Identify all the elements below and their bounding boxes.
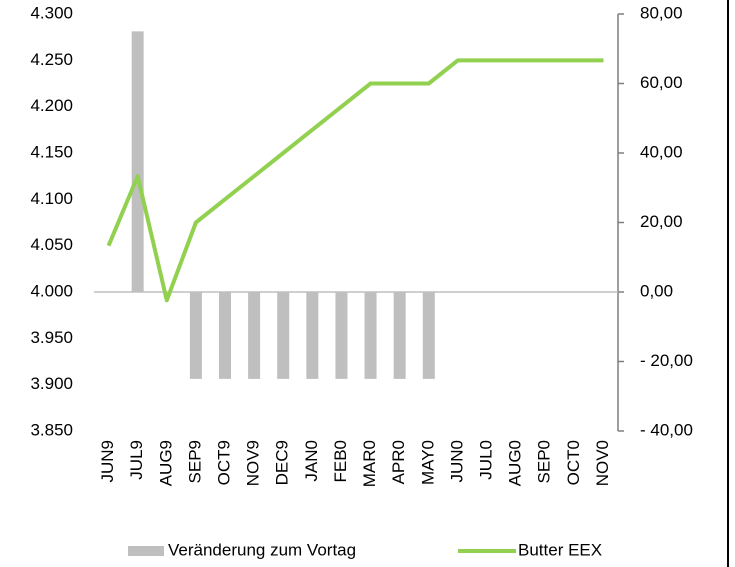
line — [106, 58, 604, 303]
y-tick-label: 4.150 — [30, 142, 73, 161]
x-tick-label: MAR0 — [360, 440, 379, 487]
bar — [277, 292, 290, 379]
y-tick-label: 3.950 — [30, 328, 73, 347]
bar — [335, 292, 348, 379]
x-tick-label: JUL0 — [476, 440, 495, 480]
y-tick-label: 3.900 — [30, 374, 73, 393]
x-tick-label: AUG0 — [506, 440, 525, 486]
x-tick-label: OCT0 — [564, 440, 583, 485]
y-tick-label: 4.300 — [30, 3, 73, 22]
bar — [219, 292, 231, 379]
x-tick-label: FEB0 — [331, 440, 350, 483]
x-tick-label: DEC9 — [273, 440, 292, 485]
x-tick-label: OCT9 — [214, 440, 233, 485]
y2-tick-label: 80,00 — [640, 3, 683, 22]
x-tick-label: NOV9 — [244, 440, 263, 486]
y2-tick-label: 40,00 — [640, 142, 683, 161]
x-tick-label: APR0 — [389, 440, 408, 484]
bar — [189, 292, 202, 379]
x-tick-label: SEP9 — [185, 440, 204, 483]
bar — [393, 292, 406, 379]
x-tick-label: JUN9 — [98, 440, 117, 483]
y-tick-label: 4.200 — [30, 96, 73, 115]
x-tick-label: AUG9 — [156, 440, 175, 486]
x-tick-label: JUN0 — [447, 440, 466, 483]
legend-label: Butter EEX — [518, 540, 602, 559]
y-tick-label: 4.250 — [30, 50, 73, 69]
x-tick-label: MAY0 — [418, 440, 437, 485]
x-tick-label: NOV0 — [593, 440, 612, 486]
bar — [422, 292, 435, 379]
y2-tick-label: - 40,00 — [640, 420, 693, 439]
x-tick-label: JUL9 — [127, 440, 146, 480]
x-tick-label: JAN0 — [302, 440, 321, 482]
y2-tick-label: 60,00 — [640, 73, 683, 92]
bar — [306, 292, 319, 379]
bar — [131, 31, 144, 292]
y2-tick-label: 0,00 — [640, 281, 673, 300]
bar — [364, 292, 377, 379]
legend-label: Veränderung zum Vortag — [168, 540, 356, 559]
y-tick-label: 4.000 — [30, 281, 73, 300]
x-tick-label: SEP0 — [535, 440, 554, 483]
y2-tick-label: 20,00 — [640, 212, 683, 231]
bar — [248, 292, 261, 379]
y-tick-label: 4.100 — [30, 189, 73, 208]
legend-swatch — [128, 546, 164, 556]
y2-tick-label: - 20,00 — [640, 351, 693, 370]
y-tick-label: 3.850 — [30, 420, 73, 439]
y-tick-label: 4.050 — [30, 235, 73, 254]
